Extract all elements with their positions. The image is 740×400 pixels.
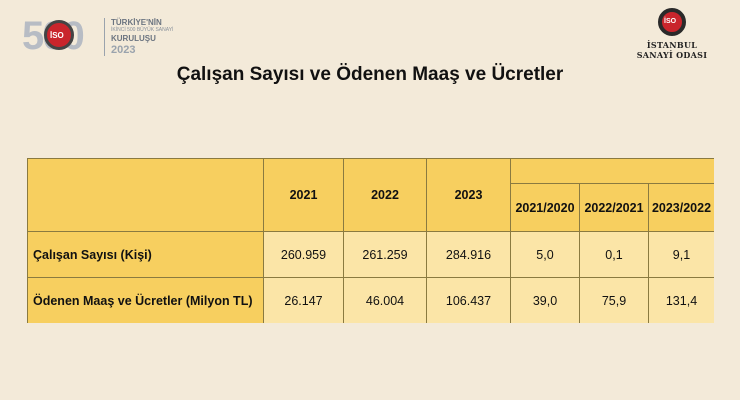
logo-500-years: 500 İSO TÜRKİYE'NİN İKİNCİ 500 BÜYÜK SAN… [22,12,222,62]
iso-name-line-1: İSTANBUL [646,40,698,50]
header-ratio-2021-2020: 2021/2020 [511,184,579,231]
header-ratio-2022-2021: 2022/2021 [580,184,648,231]
header-year-2021: 2021 [264,159,343,231]
header-year-2023: 2023 [427,159,510,231]
header-ratio-2023-2022: 2023/2022 [649,184,714,231]
table-cell: 260.959 [264,232,343,277]
table-cell: 0,1 [580,232,648,277]
table-cell: 9,1 [649,232,714,277]
table-cell: 26.147 [264,278,343,323]
iso-emblem-text: İSO [664,18,677,25]
logo-line-3: KURULUŞU [111,34,156,43]
data-table: 2021 2022 2023 2021/2020 2022/2021 2023/… [27,158,714,323]
row-label-odenen-maas: Ödenen Maaş ve Ücretler (Milyon TL) [28,278,263,323]
logo-divider [104,18,105,56]
iso-emblem-icon: İSO [658,8,686,36]
table-cell: 261.259 [344,232,426,277]
table-cell: 75,9 [580,278,648,323]
logo-line-4: 2023 [111,44,136,56]
table-cell: 39,0 [511,278,579,323]
header-ratio-group [511,159,714,183]
table-cell: 284.916 [427,232,510,277]
table-cell: 46.004 [344,278,426,323]
header-year-2022: 2022 [344,159,426,231]
row-label-calisan-sayisi: Çalışan Sayısı (Kişi) [28,232,263,277]
logo-line-2: İKİNCİ 500 BÜYÜK SANAYİ [111,27,174,33]
logo-istanbul-sanayi-odasi: İSO İSTANBUL SANAYİ ODASI [630,8,714,64]
table-cell: 131,4 [649,278,714,323]
table-cell: 106.437 [427,278,510,323]
iso-name-line-2: SANAYİ ODASI [636,50,708,60]
page-title: Çalışan Sayısı ve Ödenen Maaş ve Ücretle… [176,64,564,85]
gear-emblem-text: İSO [50,31,64,40]
logo-line-1: TÜRKİYE'NİN [111,18,162,27]
header-empty-cell [28,159,263,231]
gear-emblem-icon: İSO [44,20,74,50]
table-cell: 5,0 [511,232,579,277]
